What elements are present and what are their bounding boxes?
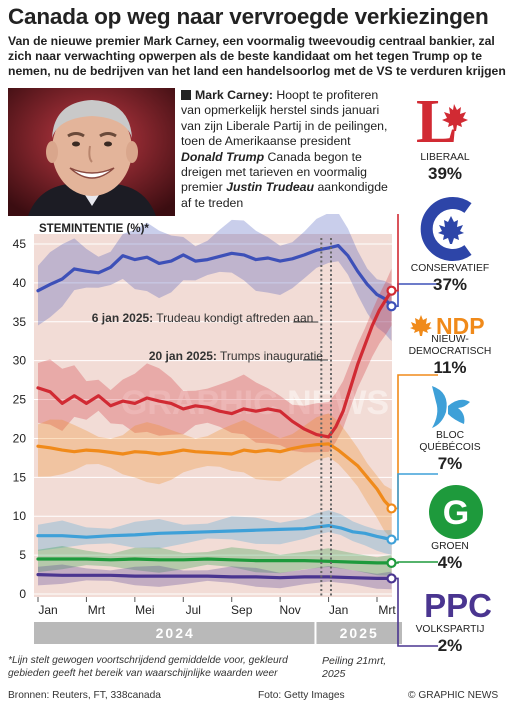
poll-chart: GRAPHIC NEWS 6 jan 2025: Trudeau kondigt… (13, 214, 438, 647)
x-tick-label: Nov (279, 603, 300, 617)
event-label: 20 jan 2025: Trumps inauguratie (149, 349, 323, 363)
y-tick-label: 30 (13, 354, 27, 368)
series-connector (395, 283, 438, 308)
series-band (38, 413, 392, 539)
y-tick-label: 25 (13, 393, 27, 407)
liberal-label: LIBERAAL 39% (405, 152, 485, 183)
x-tick-label: Mrt (378, 603, 396, 617)
conservative-name: CONSERVATIEF (410, 263, 490, 274)
conservative-logo-icon (420, 197, 472, 261)
ppc-pct: 2% (437, 636, 463, 655)
ndp-name-1: NIEUW- (431, 334, 469, 345)
green-label: GROEN 4% (405, 541, 495, 572)
series-band (38, 546, 392, 576)
y-tick-label: 5 (19, 548, 26, 562)
series-line (36, 289, 394, 439)
footnote: *Lijn stelt gewogen voortschrijdend gemi… (8, 655, 288, 679)
series-band (38, 214, 392, 341)
page-subtitle: Van de nieuwe premier Mark Carney, een v… (8, 34, 506, 78)
ndp-logo-icon: NDP (410, 313, 485, 337)
sources: Bronnen: Reuters, FT, 338canada (8, 690, 161, 701)
bullet-square-icon (181, 90, 191, 100)
conservative-label: CONSERVATIEF 37% (405, 263, 495, 294)
intro-part-3: aankondigde af te treden (181, 180, 388, 210)
event-text: Trudeau kondigt aftreden aan (153, 311, 313, 325)
y-tick-label: 45 (13, 237, 27, 251)
x-tick-label: Mei (135, 603, 154, 617)
series-connector (395, 473, 438, 541)
bloc-logo-icon (432, 386, 470, 428)
portrait-illustration (8, 88, 175, 216)
liberal-logo-icon: L (416, 88, 468, 152)
bloc-pct: 7% (437, 454, 463, 473)
series-line (36, 244, 394, 308)
x-tick-label: Jul (186, 603, 201, 617)
y-tick-label: 10 (13, 509, 27, 523)
series-line (36, 557, 394, 565)
series-line (36, 524, 394, 542)
intro-part-1: Hoopt te profiteren van opmerkelijk hers… (181, 88, 388, 149)
liberal-name: LIBERAAL (420, 152, 470, 163)
series-line (36, 442, 394, 510)
poll-date: Peiling 21mrt, 2025 (322, 655, 387, 680)
carney-photo (8, 88, 175, 216)
y-tick-label: 0 (19, 587, 26, 601)
event-date: 6 jan 2025: (92, 311, 153, 325)
x-tick-label: Jan (38, 603, 57, 617)
bloc-name-1: BLOC (435, 430, 465, 441)
series-connector (395, 577, 438, 647)
series-end-point (386, 285, 397, 296)
conservative-pct: 37% (432, 275, 468, 294)
green-logo-letter: G (443, 494, 469, 532)
copyright: © GRAPHIC NEWS (408, 690, 499, 701)
green-name: GROEN (431, 541, 469, 552)
intro-part-2: Canada begon te dreigen met tarieven en … (181, 149, 367, 195)
series-line (36, 573, 394, 580)
event-date: 20 jan 2025: (149, 349, 217, 363)
year-label: 2025 (340, 625, 379, 641)
y-tick-label: 40 (13, 276, 27, 290)
photo-credit: Foto: Getty Images (258, 690, 345, 701)
y-tick-label: 35 (13, 315, 27, 329)
series-end-point (386, 534, 397, 545)
green-logo-icon: G (429, 485, 483, 539)
year-bar (316, 622, 402, 644)
event-label: 6 jan 2025: Trudeau kondigt aftreden aan (92, 311, 314, 325)
ndp-label: NIEUW- DEMOCRATISCH 11% (405, 334, 495, 377)
ndp-name-2: DEMOCRATISCH (408, 346, 492, 357)
ndp-pct: 11% (433, 358, 467, 377)
x-tick-label: Sep (231, 603, 253, 617)
series-end-point (386, 573, 397, 584)
ppc-logo-text: PPC (424, 588, 492, 622)
y-tick-label: 15 (13, 470, 27, 484)
series-connector (395, 214, 399, 292)
ppc-name: VOLKSPARTIJ (415, 624, 485, 635)
year-label: 2024 (156, 625, 195, 641)
green-pct: 4% (437, 553, 463, 572)
x-tick-label: Jan (329, 603, 348, 617)
bloc-name-2: QUÉBÉCOIS (419, 442, 481, 453)
bloc-label: BLOC QUÉBÉCOIS 7% (405, 430, 495, 473)
ppc-label: VOLKSPARTIJ 2% (405, 624, 495, 655)
intro-lead: Mark Carney: (195, 88, 273, 102)
y-axis-label: STEMINTENTIE (%)* (39, 223, 149, 235)
series-band (38, 268, 392, 453)
ppc-logo-icon: PPC (424, 588, 492, 622)
ndp-logo-text: NDP (436, 313, 485, 337)
year-bar (34, 622, 315, 644)
trudeau-name: Justin Trudeau (226, 180, 315, 195)
page-title: Canada op weg naar vervroegde verkiezing… (8, 4, 489, 29)
series-connector (395, 561, 438, 564)
series-connector (395, 374, 438, 510)
y-tick-label: 20 (13, 431, 27, 445)
trump-name: Donald Trump (181, 149, 265, 164)
intro-text: Mark Carney: Hoopt te profiteren van opm… (181, 88, 391, 211)
liberal-pct: 39% (427, 164, 463, 183)
series-end-point (386, 557, 397, 568)
x-tick-label: Mrt (88, 603, 106, 617)
series-end-point (386, 503, 397, 514)
event-text: Trumps inauguratie (217, 349, 323, 363)
series-end-point (386, 301, 397, 312)
